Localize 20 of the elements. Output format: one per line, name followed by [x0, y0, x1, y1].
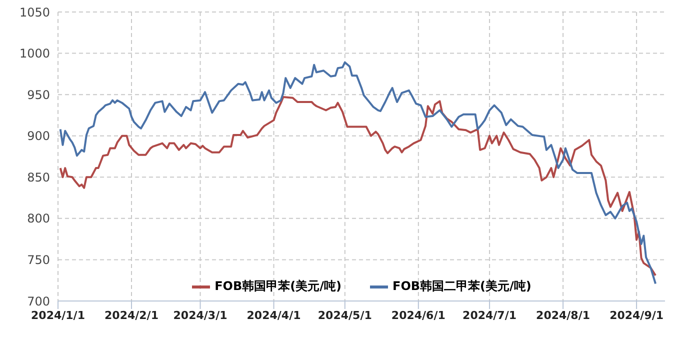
- x-tick-label: 2024/7/1: [462, 308, 517, 322]
- y-tick-label: 700: [27, 294, 50, 308]
- x-tick-label: 2024/9/1: [610, 308, 664, 322]
- y-tick-label: 750: [27, 252, 50, 267]
- y-tick-label: 800: [27, 212, 50, 226]
- y-tick-label: 850: [27, 170, 50, 184]
- x-tick-label: 2024/3/1: [173, 308, 228, 322]
- x-tick-label: 2024/2/1: [104, 308, 158, 322]
- legend-label: FOB韩国二甲苯(美元/吨): [392, 278, 532, 295]
- y-tick-label: 1000: [19, 46, 50, 61]
- x-tick-label: 2024/4/1: [246, 308, 301, 322]
- x-tick-label: 2024/5/1: [318, 308, 372, 322]
- legend-label: FOB韩国甲苯(美元/吨): [214, 278, 342, 295]
- y-tick-label: 950: [27, 88, 50, 102]
- y-tick-label: 900: [27, 129, 50, 144]
- x-tick-label: 2024/6/1: [391, 308, 446, 322]
- x-tick-label: 2024/8/1: [536, 308, 590, 322]
- line-series: [59, 96, 657, 276]
- y-tick-label: 1050: [19, 5, 50, 20]
- x-tick-label: 2024/1/1: [31, 308, 85, 322]
